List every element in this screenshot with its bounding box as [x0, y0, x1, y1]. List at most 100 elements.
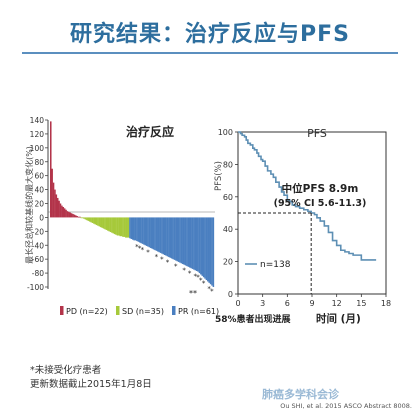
response-bar-pr-71: [148, 217, 151, 248]
response-bar-pr-88: [172, 217, 174, 260]
response-bar-sd-23: [81, 217, 84, 219]
response-bar-sd-26: [86, 217, 88, 221]
response-bar-pr-72: [150, 217, 152, 249]
response-bar-pr-82: [163, 217, 166, 255]
pfs-y-axis-label: PFS(%): [214, 161, 224, 191]
response-bar-pr-104: [194, 217, 197, 271]
response-bar-sd-22: [80, 217, 83, 219]
response-bar-sd-42: [108, 217, 110, 232]
response-bar-sd-53: [123, 217, 126, 237]
response-bar-pr-66: [141, 217, 144, 244]
response-bar-pr-113: [207, 217, 209, 282]
response-asterisk-15: *: [210, 288, 214, 296]
response-bar-sd-30: [91, 217, 94, 223]
response-bar-pd-6: [58, 200, 60, 218]
pfs-x-tick-label-4: 12: [332, 299, 342, 308]
pfs-x-tick-label-2: 6: [285, 299, 290, 308]
footnote-1: *未接受化疗患者: [30, 365, 102, 376]
response-bar-pd-21: [79, 216, 81, 218]
response-bar-pd-7: [59, 203, 62, 218]
pfs-x-tick-label-6: 18: [381, 299, 391, 308]
response-bar-pr-75: [154, 217, 156, 251]
response-bar-pd-0: [50, 121, 52, 218]
response-asterisk-3: *: [146, 249, 150, 257]
response-bar-sd-38: [102, 217, 105, 229]
response-bar-pd-17: [73, 214, 76, 218]
response-bar-pr-103: [193, 217, 195, 270]
response-bar-pr-96: [183, 217, 185, 265]
response-bar-pd-13: [68, 211, 70, 218]
response-bar-pr-112: [205, 217, 208, 281]
response-y-ticks: 140 120 100 80 60 40 20 0 -20 -40 -60 -80 -100: [27, 116, 48, 292]
pfs-curve: [238, 131, 377, 261]
response-bar-sd-44: [111, 217, 113, 233]
response-bar-sd-29: [90, 217, 92, 223]
response-y-tick-label-4: 60: [34, 172, 44, 181]
pfs-y-tick-label-0: 0: [228, 290, 233, 299]
response-bar-pr-59: [132, 217, 134, 240]
response-bar-pd-10: [63, 208, 66, 218]
response-bar-pr-85: [168, 217, 170, 258]
response-bar-pr-108: [200, 217, 202, 275]
pfs-chart-title: PFS: [307, 127, 327, 140]
response-bar-pr-80: [161, 217, 163, 254]
response-bar-pr-81: [162, 217, 165, 255]
response-y-tick-label-10: -60: [32, 255, 44, 264]
pfs-x-tick-label-5: 15: [356, 299, 366, 308]
slide-title: 研究结果：治疗反应与PFS: [70, 22, 350, 47]
response-asterisk-1: *: [138, 244, 142, 252]
response-asterisk-8: *: [182, 267, 186, 275]
response-bar-pr-106: [197, 217, 199, 272]
response-bar-sd-43: [109, 217, 112, 233]
response-asterisk-6: *: [166, 258, 170, 266]
response-bar-pr-77: [157, 217, 159, 252]
response-asterisk-11: *: [196, 274, 200, 282]
response-bar-pr-111: [204, 217, 206, 279]
response-bar-pr-61: [134, 217, 137, 241]
n-label: n=138: [260, 260, 291, 270]
response-bar-sd-34: [97, 217, 99, 226]
response-bar-pr-63: [137, 217, 140, 242]
response-y-tick-label-0: 140: [30, 116, 45, 125]
response-y-axis-label: 最长径总和较基线的最大变化(%): [24, 146, 34, 264]
pfs-y-tick-label-1: 20: [223, 258, 233, 267]
response-bar-pr-57: [129, 217, 131, 239]
response-y-tick-label-8: -20: [32, 227, 44, 236]
response-bar-pd-16: [72, 213, 74, 218]
response-bar-sd-36: [100, 217, 102, 228]
pfs-y-ticks: 0 20 40 60 80 100: [218, 128, 238, 299]
legend-swatch-2: [172, 306, 176, 315]
response-bar-sd-40: [105, 217, 108, 230]
pfs-y-tick-label-4: 80: [223, 160, 233, 169]
pfs-y-tick-label-3: 60: [223, 193, 233, 202]
response-bar-sd-46: [113, 217, 116, 235]
response-bar-sd-37: [101, 217, 103, 228]
title-divider: [22, 52, 398, 54]
progression-note: 58%患者出现进展: [215, 313, 291, 325]
response-asterisk-10: *: [193, 272, 197, 280]
response-bar-pr-90: [175, 217, 177, 261]
response-bar-pr-67: [143, 217, 145, 245]
response-bar-pr-94: [180, 217, 183, 264]
response-bar-pr-79: [159, 217, 162, 253]
response-bar-pr-89: [173, 217, 176, 260]
response-bar-sd-24: [83, 217, 85, 219]
response-bar-pd-14: [69, 212, 71, 218]
pfs-x-tick-label-1: 3: [260, 299, 265, 308]
response-bar-pr-115: [209, 217, 212, 285]
response-bar-pr-110: [202, 217, 205, 278]
response-bar-pd-9: [62, 206, 65, 218]
response-asterisk-0: *: [135, 243, 139, 251]
response-asterisk-2: *: [141, 246, 145, 254]
response-bar-pd-15: [70, 213, 73, 218]
response-bar-pr-97: [184, 217, 187, 266]
response-bar-pr-86: [169, 217, 172, 258]
response-bar-pr-93: [179, 217, 181, 263]
response-bar-sd-35: [98, 217, 101, 227]
response-bar-sd-28: [88, 217, 91, 222]
legend-swatch-1: [116, 306, 120, 315]
response-bar-sd-54: [125, 217, 127, 238]
legend-label-1: SD (n=35): [122, 307, 164, 316]
response-y-tick-label-1: 120: [30, 130, 45, 139]
response-bar-sd-47: [115, 217, 117, 235]
